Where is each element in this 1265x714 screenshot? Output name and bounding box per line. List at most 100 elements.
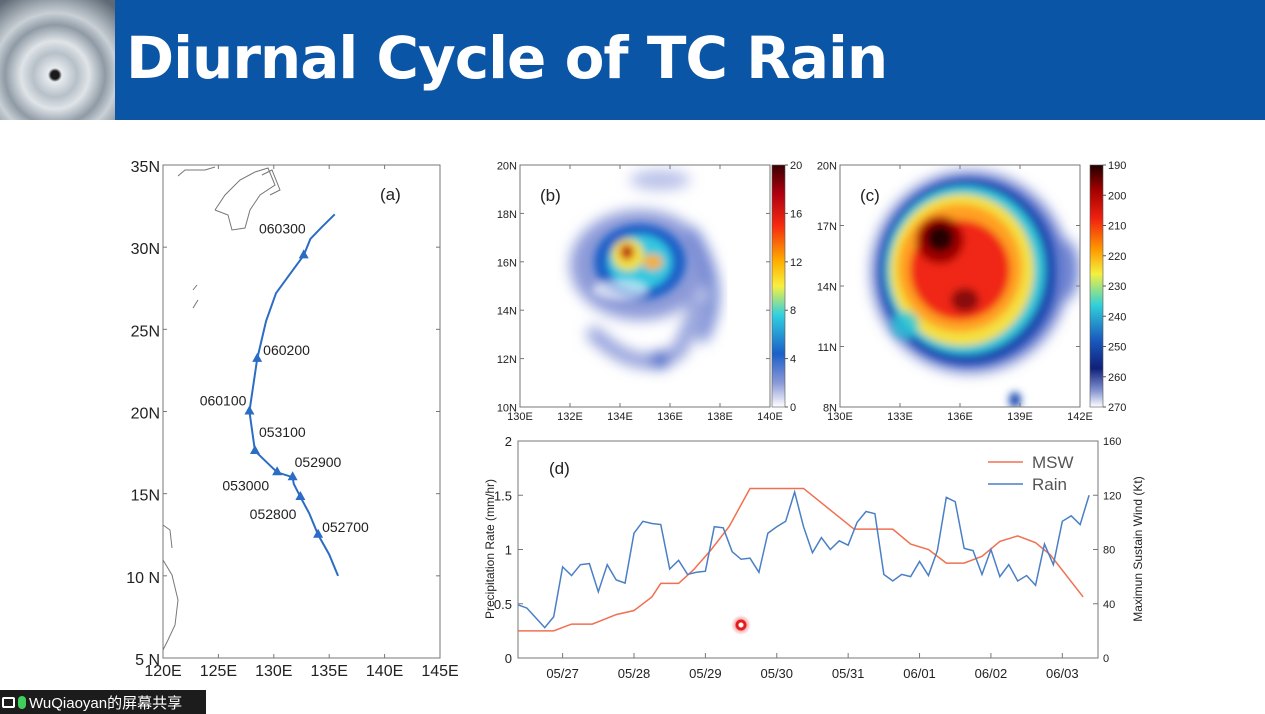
- y2-tick-label: 120: [1103, 490, 1121, 502]
- pointer-highlight: [731, 615, 751, 635]
- x-tick-label: 140E: [757, 411, 783, 423]
- y-tick-label: 12N: [497, 354, 517, 366]
- colorbar-tick-label: 4: [790, 354, 796, 366]
- x-tick-label: 130E: [255, 663, 292, 680]
- microphone-icon: [18, 695, 26, 709]
- y2-tick-label: 0: [1103, 653, 1109, 665]
- y-tick-label: 14N: [497, 306, 517, 318]
- colorbar-tick-label: 220: [1108, 251, 1126, 263]
- track-marker-triangle: [244, 405, 255, 415]
- track-marker-label: 053100: [259, 424, 306, 440]
- brightness-temperature-heatmap: [840, 165, 1080, 407]
- x-tick-label: 125E: [200, 663, 237, 680]
- x-tick-label: 145E: [421, 663, 458, 680]
- x-tick-label: 140E: [366, 663, 403, 680]
- track-marker-triangle: [313, 528, 324, 538]
- panel-b-frame: [519, 164, 771, 408]
- track-marker-label: 060100: [200, 393, 247, 409]
- x-tick-label: 135E: [311, 663, 348, 680]
- y-tick-label: 10N: [497, 403, 517, 415]
- x-tick-label: 05/27: [546, 666, 579, 681]
- x-tick-label: 130E: [507, 411, 533, 423]
- track-marker-triangle: [249, 444, 260, 454]
- track-marker-triangle: [272, 466, 283, 476]
- colorbar-tick-label: 260: [1108, 372, 1126, 384]
- coastline: [162, 166, 281, 651]
- y-tick-label: 25N: [131, 323, 160, 340]
- x-tick-label: 139E: [1007, 411, 1033, 423]
- track-marker-label: 052800: [250, 506, 297, 522]
- x-tick-label: 138E: [707, 411, 733, 423]
- map-frame: [162, 164, 441, 659]
- screen-share-banner[interactable]: WuQiaoyan的屏幕共享: [0, 690, 206, 714]
- rain-rate-heatmap: [520, 165, 770, 407]
- x-tick-label: 05/31: [832, 666, 865, 681]
- track-marker-label: 052900: [295, 454, 342, 470]
- y-tick-label: 0.5: [494, 597, 512, 612]
- colorbar-tick-label: 240: [1108, 311, 1126, 323]
- y-tick-label: 1: [505, 543, 512, 558]
- slide-title: Diurnal Cycle of TC Rain: [126, 24, 888, 92]
- x-tick-label: 133E: [887, 411, 913, 423]
- screen-share-label: WuQiaoyan的屏幕共享: [29, 694, 183, 712]
- x-tick-label: 132E: [557, 411, 583, 423]
- x-tick-label: 136E: [947, 411, 973, 423]
- track-marker-label: 053000: [222, 477, 269, 493]
- track-marker-triangle: [287, 471, 298, 481]
- track-marker-label: 060300: [259, 220, 306, 236]
- y-tick-label: 16N: [497, 257, 517, 269]
- x-tick-label: 06/02: [975, 666, 1008, 681]
- colorbar-b: [771, 164, 786, 408]
- colorbar-tick-label: 12: [790, 257, 802, 269]
- track-marker-triangle: [298, 249, 309, 259]
- colorbar-tick-label: 8: [790, 305, 796, 317]
- y-axis-label-right: Maximun Sustain Wind (Kt): [1131, 476, 1145, 621]
- series-line-rain: [517, 489, 1090, 629]
- y-tick-label: 20N: [497, 161, 517, 173]
- x-tick-label: 05/28: [618, 666, 651, 681]
- y-tick-label: 2: [505, 434, 512, 449]
- panel-label-c: (c): [860, 186, 880, 205]
- y-tick-label: 17N: [817, 221, 837, 233]
- track-marker-triangle: [252, 352, 263, 362]
- y-tick-label: 10 N: [126, 570, 160, 587]
- y-tick-label: 20N: [131, 406, 160, 423]
- y-tick-label: 0: [505, 651, 512, 666]
- y-tick-label: 5 N: [135, 652, 160, 669]
- track-map-panel: 120E 125E 130E 135E 140E 145E 5 N 10 N 15N 20N 25N…: [126, 159, 458, 680]
- colorbar-tick-label: 190: [1108, 160, 1126, 172]
- panel-d-frame: [517, 440, 1099, 659]
- colorbar-tick-label: 230: [1108, 281, 1126, 293]
- colorbar-tick-label: 200: [1108, 190, 1126, 202]
- y-tick-label: 20N: [817, 161, 837, 173]
- slide-header: Diurnal Cycle of TC Rain: [0, 0, 1265, 120]
- typhoon-satellite-image: [0, 0, 115, 120]
- y-tick-label: 30N: [131, 241, 160, 258]
- legend-label-rain: Rain: [1032, 475, 1067, 494]
- y2-tick-label: 160: [1103, 436, 1121, 448]
- track-marker-label: 052700: [322, 519, 369, 535]
- x-tick-label: 06/01: [903, 666, 936, 681]
- y-tick-label: 11N: [818, 342, 837, 354]
- colorbar-tick-label: 250: [1108, 342, 1126, 354]
- colorbar-tick-label: 0: [790, 402, 796, 414]
- x-tick-label: 05/30: [760, 666, 793, 681]
- panel-label-d: (d): [549, 459, 570, 478]
- colorbar-tick-label: 16: [790, 208, 802, 220]
- y-tick-label: 14N: [817, 282, 837, 294]
- time-series-panel: 05/27 05/28 05/29 05/30 05/31 06/01 06/02 06/03…: [483, 434, 1145, 681]
- colorbar-tick-label: 270: [1108, 402, 1126, 414]
- x-tick-label: 136E: [657, 411, 683, 423]
- y-tick-label: 8N: [823, 403, 837, 415]
- track-marker-label: 060200: [263, 342, 310, 358]
- x-tick-label: 120E: [144, 663, 181, 680]
- x-tick-label: 130E: [827, 411, 853, 423]
- y-tick-label: 18N: [497, 209, 517, 221]
- legend: MSW Rain: [988, 453, 1074, 494]
- x-tick-label: 134E: [607, 411, 633, 423]
- screen-share-icon: [2, 696, 15, 708]
- panel-label-b: (b): [540, 186, 561, 205]
- y-tick-label: 15N: [131, 488, 160, 505]
- colorbar-tick-label: 20: [790, 160, 802, 172]
